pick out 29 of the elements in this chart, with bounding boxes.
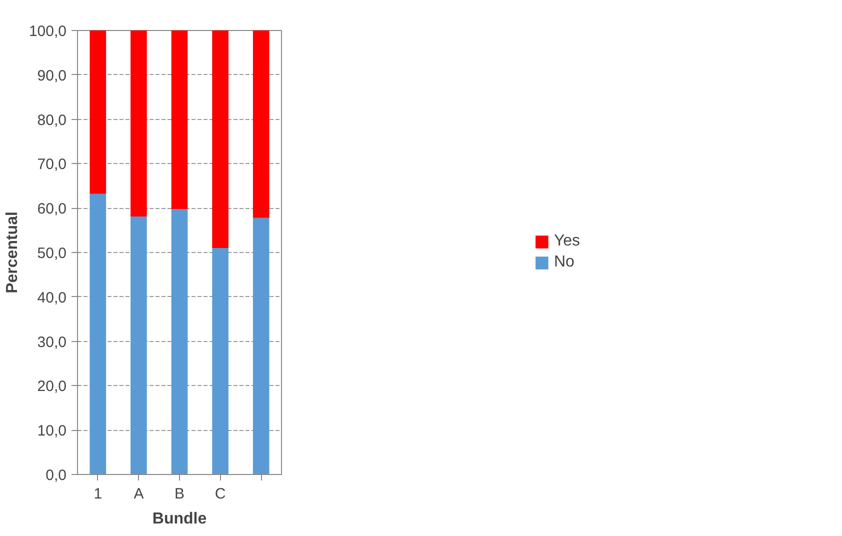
legend-label: Yes [554, 232, 580, 250]
bar [130, 216, 147, 474]
y-tick-label: 50,0 [37, 245, 67, 262]
bar [90, 30, 106, 194]
bar [252, 218, 270, 474]
bar [130, 30, 147, 217]
x-tick-label: B [174, 486, 185, 502]
bar [90, 194, 106, 474]
bar [171, 208, 188, 474]
x-axis-title: Bundle [152, 510, 207, 528]
y-tick-label: 70,0 [37, 156, 67, 174]
bar [252, 30, 270, 218]
y-tick-label: 10,0 [37, 422, 67, 440]
y-tick-label: 100,0 [28, 23, 67, 40]
y-axis-title: Percentual [4, 212, 21, 294]
y-tick-label: 90,0 [37, 67, 67, 84]
bar [171, 30, 188, 209]
y-tick-label: 40,0 [37, 289, 67, 306]
bar [212, 30, 228, 248]
legend-label: No [554, 254, 574, 272]
bar [212, 248, 228, 474]
x-tick-label: C [214, 486, 226, 502]
y-tick-label: 80,0 [37, 112, 67, 129]
y-tick-label: 60,0 [37, 200, 67, 218]
y-tick-label: 0,0 [46, 467, 67, 484]
x-tick-label: 1 [94, 486, 102, 502]
x-tick-label: A [134, 486, 144, 502]
y-tick-label: 20,0 [37, 378, 67, 396]
y-tick-label: 30,0 [37, 334, 67, 351]
